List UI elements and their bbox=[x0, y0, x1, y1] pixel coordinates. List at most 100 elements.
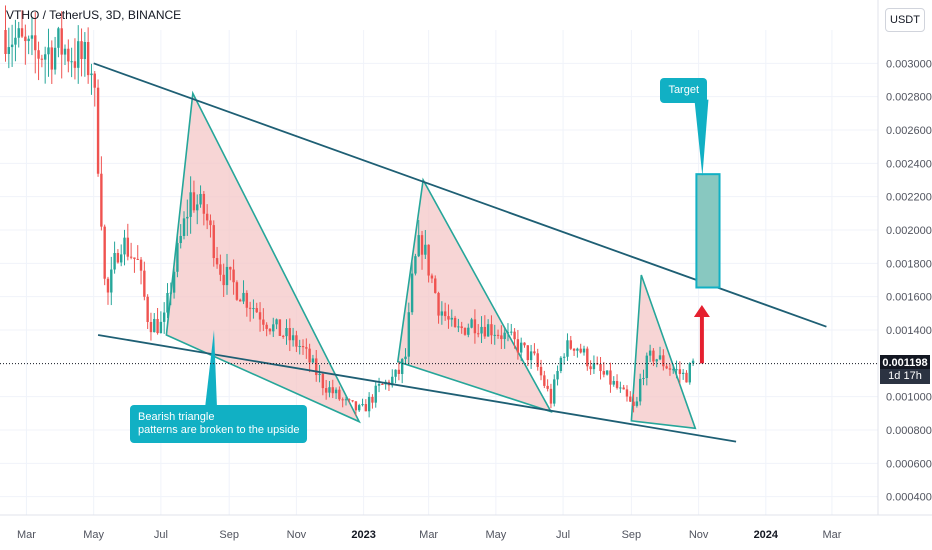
candle-body bbox=[377, 383, 381, 386]
time-tick-label: 2023 bbox=[351, 529, 375, 541]
candle-body bbox=[30, 35, 34, 39]
candle-body bbox=[212, 225, 215, 259]
current-price-value: 0.001198 bbox=[882, 356, 928, 369]
candle-body bbox=[149, 322, 153, 333]
candle-body bbox=[301, 345, 305, 348]
candle-body bbox=[371, 396, 374, 403]
candle-body bbox=[453, 317, 457, 328]
candle-body bbox=[572, 348, 576, 351]
candle-body bbox=[513, 331, 516, 340]
triangle-callout[interactable]: Bearish triangle patterns are broken to … bbox=[130, 405, 308, 443]
price-tick-label: 0.000600 bbox=[886, 458, 932, 470]
candle-body bbox=[311, 358, 315, 363]
candle-body bbox=[239, 299, 242, 302]
candle-body bbox=[4, 30, 7, 54]
candle-body bbox=[176, 243, 179, 272]
candle-body bbox=[53, 47, 57, 70]
candle-body bbox=[364, 404, 368, 412]
candle-body bbox=[159, 321, 163, 334]
candle-body bbox=[43, 54, 47, 60]
candle-body bbox=[437, 292, 440, 316]
candle-body bbox=[645, 355, 649, 378]
candle-body bbox=[331, 387, 334, 394]
candle-body bbox=[477, 333, 480, 335]
candle-body bbox=[536, 353, 539, 367]
time-tick-label: Mar bbox=[822, 529, 841, 541]
candle-body bbox=[486, 324, 490, 337]
currency-button[interactable]: USDT bbox=[885, 8, 925, 32]
candle-body bbox=[450, 317, 453, 320]
time-tick-label: Mar bbox=[17, 529, 36, 541]
target-callout[interactable]: Target bbox=[660, 77, 708, 103]
candle-body bbox=[222, 274, 225, 286]
time-tick-label: Nov bbox=[689, 529, 709, 541]
candle-body bbox=[358, 405, 361, 411]
candle-body bbox=[434, 278, 437, 293]
candle-body bbox=[424, 244, 427, 255]
candle-body bbox=[139, 259, 143, 271]
candle-body bbox=[589, 366, 592, 370]
candle-body bbox=[447, 316, 450, 320]
candle-body bbox=[407, 312, 410, 357]
candle-body bbox=[268, 328, 272, 332]
price-tick-label: 0.002400 bbox=[886, 158, 932, 170]
candle-body bbox=[632, 401, 635, 406]
candle-body bbox=[215, 258, 219, 265]
candle-body bbox=[172, 271, 176, 293]
candle-body bbox=[37, 50, 40, 59]
candle-body bbox=[351, 400, 354, 402]
time-axis[interactable]: Mar May Jul Sep Nov 2023 Mar May Jul Sep Nov 2024 Ma… bbox=[17, 529, 842, 541]
candle-body bbox=[668, 368, 672, 370]
candle-body bbox=[324, 388, 328, 393]
candle-body bbox=[57, 28, 60, 48]
candle-body bbox=[675, 369, 678, 371]
candle-body bbox=[34, 35, 37, 51]
time-tick-label: 2024 bbox=[754, 529, 779, 541]
candle-body bbox=[116, 252, 120, 263]
candle-body bbox=[285, 328, 288, 337]
price-tick-label: 0.001000 bbox=[886, 392, 932, 404]
price-axis[interactable]: 0.003000 0.002800 0.002600 0.002400 0.002200… bbox=[886, 58, 932, 503]
candle-body bbox=[460, 326, 463, 329]
candle-body bbox=[67, 48, 70, 62]
candle-body bbox=[166, 293, 169, 313]
candle-body bbox=[427, 244, 430, 276]
candle-body bbox=[262, 319, 265, 325]
candle-body bbox=[106, 278, 110, 293]
candle-body bbox=[17, 28, 20, 38]
price-tick-label: 0.001600 bbox=[886, 292, 932, 304]
candle-body bbox=[265, 324, 268, 329]
candle-body bbox=[348, 399, 351, 401]
price-tick-label: 0.003000 bbox=[886, 58, 932, 70]
candle-body bbox=[169, 292, 172, 294]
candle-body bbox=[496, 334, 500, 336]
candle-body bbox=[100, 173, 103, 227]
triangle-pattern bbox=[165, 90, 361, 424]
candle-body bbox=[189, 192, 192, 217]
candle-body bbox=[77, 41, 80, 68]
price-tick-label: 0.002600 bbox=[886, 125, 932, 137]
candle-body bbox=[70, 61, 73, 63]
candle-body bbox=[129, 256, 133, 258]
candle-body bbox=[602, 371, 606, 375]
candle-body bbox=[232, 269, 235, 283]
candle-body bbox=[40, 58, 44, 60]
candle-body bbox=[655, 359, 658, 362]
candle-body bbox=[219, 264, 222, 275]
candle-body bbox=[658, 355, 662, 360]
candle-body bbox=[295, 335, 298, 347]
candle-body bbox=[457, 326, 460, 328]
candle-body bbox=[629, 396, 632, 402]
candle-body bbox=[209, 220, 212, 226]
candle-body bbox=[367, 396, 371, 412]
candle-body bbox=[143, 270, 146, 297]
candle-body bbox=[14, 37, 17, 45]
candle-body bbox=[394, 369, 397, 377]
candle-body bbox=[652, 350, 655, 362]
price-tick-label: 0.001400 bbox=[886, 325, 932, 337]
candle-body bbox=[414, 256, 417, 274]
candle-body bbox=[569, 340, 572, 349]
candle-body bbox=[248, 307, 252, 309]
candle-body bbox=[543, 375, 546, 386]
